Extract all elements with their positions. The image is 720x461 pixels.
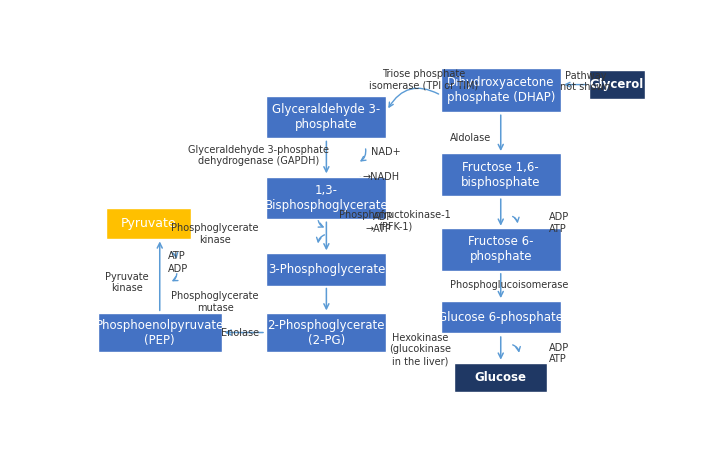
Text: Pyruvate: Pyruvate xyxy=(120,217,176,230)
Text: Hexokinase
(glucokinase
in the liver): Hexokinase (glucokinase in the liver) xyxy=(389,333,451,366)
FancyBboxPatch shape xyxy=(441,154,561,196)
FancyBboxPatch shape xyxy=(106,208,191,239)
Text: Pyruvate
kinase: Pyruvate kinase xyxy=(106,272,149,293)
FancyBboxPatch shape xyxy=(441,228,561,271)
Text: Triose phosphate
isomerase (TPI or TIM): Triose phosphate isomerase (TPI or TIM) xyxy=(369,69,478,91)
Text: ADP: ADP xyxy=(373,212,393,222)
Text: ADP: ADP xyxy=(549,343,569,353)
FancyBboxPatch shape xyxy=(266,313,387,352)
Text: Phosphoglycerate
kinase: Phosphoglycerate kinase xyxy=(171,223,259,245)
Text: ATP: ATP xyxy=(549,355,567,365)
Text: Dihydroxyacetone
phosphate (DHAP): Dihydroxyacetone phosphate (DHAP) xyxy=(446,76,555,104)
FancyBboxPatch shape xyxy=(266,96,387,138)
FancyBboxPatch shape xyxy=(266,253,387,285)
Text: Phosphoglycerate
mutase: Phosphoglycerate mutase xyxy=(171,291,259,313)
Text: Enolase: Enolase xyxy=(221,327,259,337)
Text: ADP: ADP xyxy=(168,264,188,274)
Text: Fructose 1,6-
bisphosphate: Fructose 1,6- bisphosphate xyxy=(461,161,541,189)
Text: 2-Phosphoglycerate
(2-PG): 2-Phosphoglycerate (2-PG) xyxy=(268,319,385,347)
Text: Phosphoenolpyruvate
(PEP): Phosphoenolpyruvate (PEP) xyxy=(96,319,224,347)
Text: Glucose: Glucose xyxy=(474,371,527,384)
FancyBboxPatch shape xyxy=(98,313,222,352)
FancyBboxPatch shape xyxy=(454,362,547,392)
Text: Phosphoglucoisomerase: Phosphoglucoisomerase xyxy=(451,280,569,290)
Text: Glucose 6-phosphate: Glucose 6-phosphate xyxy=(438,311,563,324)
Text: Glyceraldehyde 3-
phosphate: Glyceraldehyde 3- phosphate xyxy=(272,103,380,131)
Text: Aldolase: Aldolase xyxy=(451,134,492,143)
Text: →NADH: →NADH xyxy=(363,172,400,182)
Text: Glycerol: Glycerol xyxy=(590,78,644,91)
Text: →ATP: →ATP xyxy=(365,224,391,234)
Text: NAD+: NAD+ xyxy=(372,147,401,157)
Text: ATP: ATP xyxy=(549,224,567,234)
Text: ATP: ATP xyxy=(168,251,185,261)
Text: Pathway
not shown: Pathway not shown xyxy=(560,71,611,92)
FancyBboxPatch shape xyxy=(589,70,645,99)
FancyBboxPatch shape xyxy=(441,68,561,112)
Text: 3-Phosphoglycerate: 3-Phosphoglycerate xyxy=(268,263,385,276)
Text: Fructose 6-
phosphate: Fructose 6- phosphate xyxy=(468,236,534,263)
Text: Phosphofructokinase-1
(PFK-1): Phosphofructokinase-1 (PFK-1) xyxy=(339,210,451,232)
Text: ADP: ADP xyxy=(549,212,569,222)
FancyBboxPatch shape xyxy=(441,301,561,333)
Text: Glyceraldehyde 3-phosphate
dehydrogenase (GAPDH): Glyceraldehyde 3-phosphate dehydrogenase… xyxy=(189,145,330,166)
FancyBboxPatch shape xyxy=(266,177,387,219)
Text: 1,3-
Bisphosphoglycerate: 1,3- Bisphosphoglycerate xyxy=(264,184,388,212)
